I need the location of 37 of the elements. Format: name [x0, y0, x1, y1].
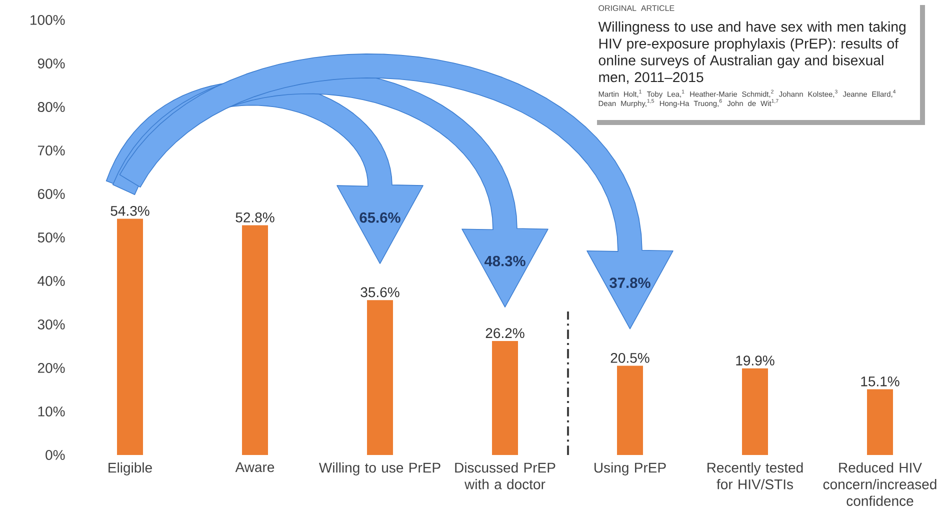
data-label: 26.2% — [486, 328, 524, 338]
x-tick-label: Discussed PrEP with a doctor — [455, 462, 556, 490]
y-tick-label: 0% — [46, 450, 65, 460]
y-tick-label: 70% — [38, 146, 65, 156]
y-tick-label: 10% — [38, 406, 65, 416]
data-label: 35.6% — [360, 287, 400, 298]
data-label: 54.3% — [110, 206, 150, 216]
bar — [242, 225, 268, 455]
data-label: 20.5% — [610, 352, 650, 363]
y-tick-label: 100% — [30, 15, 65, 25]
y-tick-label: 50% — [38, 232, 65, 242]
bar — [117, 218, 144, 455]
bar — [867, 389, 894, 455]
bar — [617, 366, 643, 455]
x-tick-label: Eligible — [108, 462, 152, 476]
y-tick-label: 40% — [38, 276, 65, 286]
bar — [367, 300, 394, 455]
y-tick-label: 90% — [38, 58, 65, 68]
y-tick-label: 60% — [38, 189, 65, 199]
x-tick-label: Recently tested for HIV/STIs — [708, 462, 803, 490]
annotation: 37.8% — [610, 278, 650, 288]
x-tick-label: Willing to use PrEP — [318, 462, 440, 476]
y-tick-label: 20% — [38, 363, 65, 373]
x-tick-label: Reduced HIV concern/increased confidence — [823, 462, 936, 506]
text: ORIGINAL ARTICLE — [598, 5, 674, 11]
data-label: 15.1% — [861, 376, 900, 386]
x-tick-label: Using PrEP — [594, 462, 666, 476]
y-tick-label: 30% — [38, 320, 65, 330]
annotation: 48.3% — [484, 256, 526, 266]
bar — [742, 368, 768, 455]
annotation: 65.6% — [360, 212, 400, 223]
x-tick-label: Aware — [235, 462, 274, 472]
data-label: 19.9% — [736, 356, 774, 366]
bar — [492, 341, 518, 455]
data-label: 52.8% — [236, 212, 274, 222]
annotation: Willingness to use and have sex with men taking HIV pre-exposure prophylaxis (PrEP): results of online surveys of Australian gay and bisexual men, 2011–2015 — [598, 21, 906, 84]
y-tick-label: 80% — [38, 102, 65, 112]
